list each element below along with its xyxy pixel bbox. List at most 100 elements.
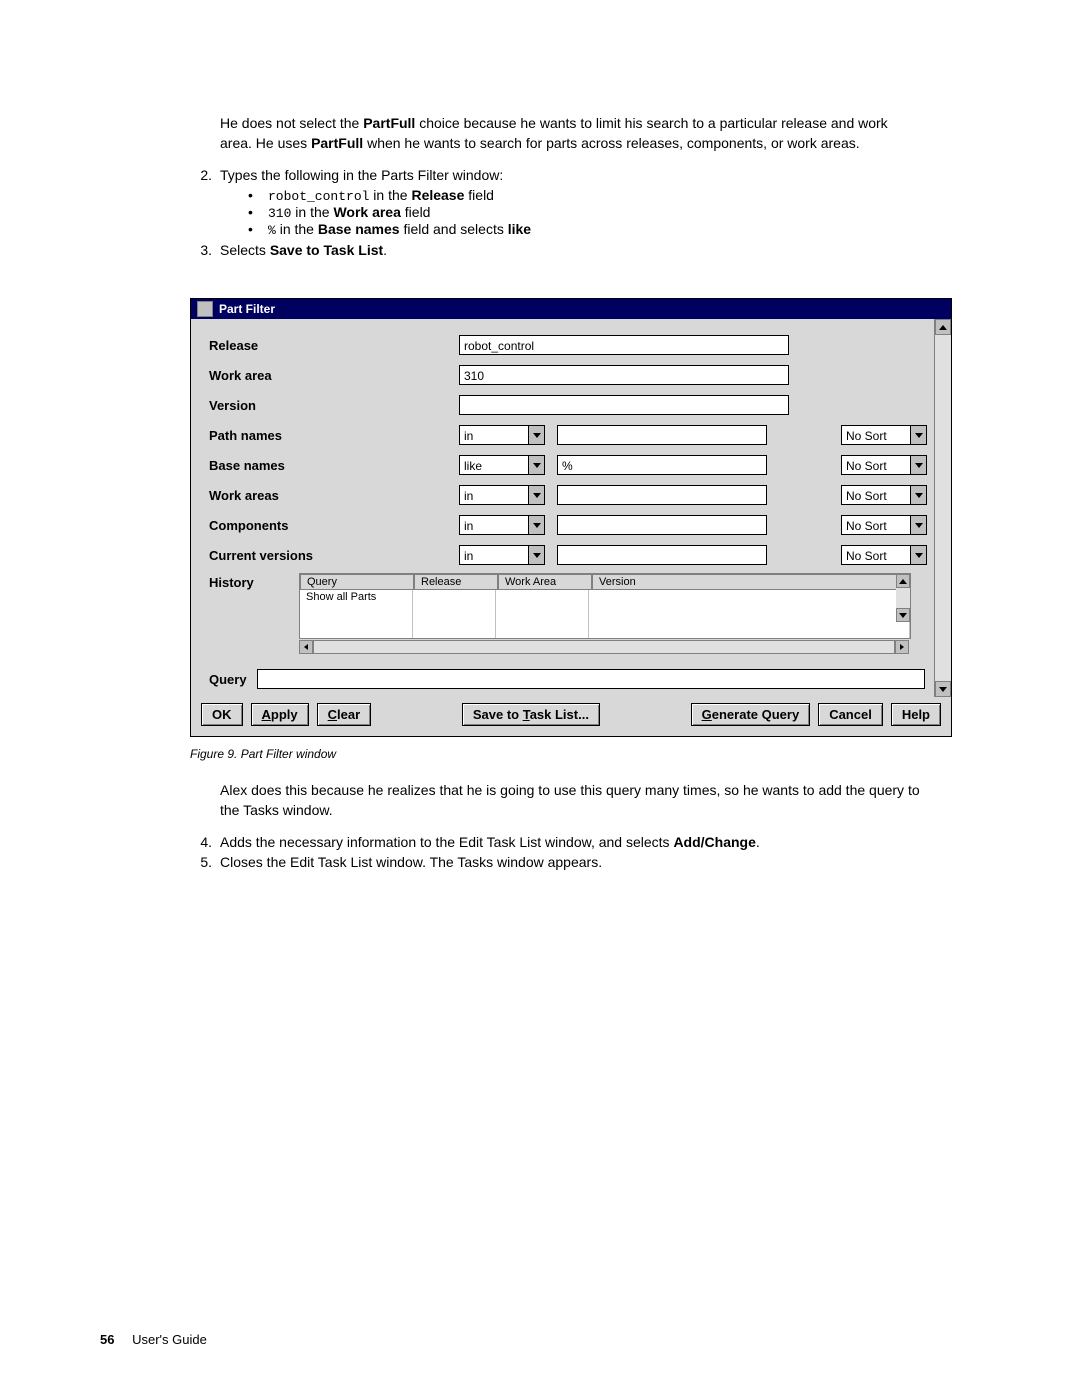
- chevron-down-icon[interactable]: [911, 545, 927, 565]
- query-label: Query: [209, 672, 247, 687]
- history-header-query[interactable]: Query: [300, 574, 414, 590]
- history-vscroll[interactable]: [896, 574, 910, 622]
- workareas-sort-combo[interactable]: No Sort: [841, 485, 927, 505]
- workareas-op-combo[interactable]: in: [459, 485, 545, 505]
- text: .: [383, 242, 387, 258]
- generate-query-button[interactable]: Generate Query: [691, 703, 811, 726]
- hscroll-track[interactable]: [313, 640, 895, 654]
- cancel-button[interactable]: Cancel: [818, 703, 883, 726]
- text: He does not select the: [220, 115, 363, 131]
- currentversions-sort: No Sort: [841, 545, 927, 565]
- page-footer: 56 User's Guide: [100, 1332, 207, 1347]
- bullet-workarea: • 310 in the Work area field: [248, 204, 960, 221]
- scroll-down-icon[interactable]: [896, 608, 910, 622]
- save-to-task-list-button[interactable]: Save to Task List...: [462, 703, 600, 726]
- dialog-button-row: OK Apply Clear Save to Task List... Gene…: [191, 697, 951, 736]
- components-value-input[interactable]: [557, 515, 767, 535]
- chevron-down-icon[interactable]: [529, 425, 545, 445]
- history-hscroll[interactable]: [299, 639, 909, 655]
- code-text: %: [268, 223, 276, 238]
- chevron-down-icon[interactable]: [911, 485, 927, 505]
- chevron-down-icon[interactable]: [911, 425, 927, 445]
- history-header-workarea[interactable]: Work Area: [498, 574, 592, 590]
- bullet-dot: •: [248, 221, 258, 238]
- text: field and selects: [400, 221, 508, 237]
- currentversions-label: Current versions: [209, 548, 459, 563]
- basenames-sort: No Sort: [841, 455, 927, 475]
- chevron-down-icon[interactable]: [529, 485, 545, 505]
- workarea-label: Work area: [209, 368, 459, 383]
- release-input[interactable]: robot_control: [459, 335, 789, 355]
- help-button[interactable]: Help: [891, 703, 941, 726]
- sort-value[interactable]: No Sort: [841, 425, 911, 445]
- bullet-dot: •: [248, 204, 258, 221]
- pathnames-value-input[interactable]: [557, 425, 767, 445]
- history-header-row: Query Release Work Area Version: [300, 574, 910, 590]
- workarea-input[interactable]: 310: [459, 365, 789, 385]
- currentversions-op-value[interactable]: in: [459, 545, 529, 565]
- step-number: 3.: [192, 242, 212, 258]
- clear-button[interactable]: Clear: [317, 703, 372, 726]
- chevron-down-icon[interactable]: [911, 515, 927, 535]
- history-header-version[interactable]: Version: [592, 574, 910, 590]
- basenames-sort-combo[interactable]: No Sort: [841, 455, 927, 475]
- currentversions-value-input[interactable]: [557, 545, 767, 565]
- text-bold: like: [508, 221, 531, 237]
- pathnames-op-value[interactable]: in: [459, 425, 529, 445]
- scroll-up-icon[interactable]: [896, 574, 910, 588]
- chevron-down-icon[interactable]: [529, 545, 545, 565]
- basenames-op-combo[interactable]: like: [459, 455, 545, 475]
- workareas-value-input[interactable]: [557, 485, 767, 505]
- system-menu-icon[interactable]: [197, 301, 213, 317]
- currentversions-row: Current versions in No Sort: [209, 543, 945, 567]
- chevron-down-icon[interactable]: [529, 515, 545, 535]
- text: .: [756, 834, 760, 850]
- scroll-up-icon[interactable]: [935, 319, 951, 335]
- history-cell-release: [413, 590, 496, 638]
- sort-value[interactable]: No Sort: [841, 485, 911, 505]
- query-input[interactable]: [257, 669, 925, 689]
- pathnames-op-combo[interactable]: in: [459, 425, 545, 445]
- bullet-text: 310 in the Work area field: [268, 204, 430, 221]
- release-row: Release robot_control: [209, 333, 945, 357]
- scroll-left-icon[interactable]: [299, 640, 313, 654]
- version-input[interactable]: [459, 395, 789, 415]
- titlebar: Part Filter: [191, 299, 951, 319]
- query-row: Query: [209, 669, 945, 689]
- vertical-scrollbar[interactable]: [934, 319, 951, 697]
- sort-value[interactable]: No Sort: [841, 455, 911, 475]
- basenames-value-input[interactable]: %: [557, 455, 767, 475]
- sort-value[interactable]: No Sort: [841, 515, 911, 535]
- history-cell-version: [589, 590, 910, 638]
- bullet-basenames: • % in the Base names field and selects …: [248, 221, 960, 238]
- currentversions-sort-combo[interactable]: No Sort: [841, 545, 927, 565]
- components-sort: No Sort: [841, 515, 927, 535]
- apply-button[interactable]: Apply: [251, 703, 309, 726]
- history-header-release[interactable]: Release: [414, 574, 498, 590]
- sort-value[interactable]: No Sort: [841, 545, 911, 565]
- basenames-label: Base names: [209, 458, 459, 473]
- pathnames-label: Path names: [209, 428, 459, 443]
- history-body-row[interactable]: Show all Parts: [300, 590, 910, 638]
- scroll-right-icon[interactable]: [895, 640, 909, 654]
- scroll-down-icon[interactable]: [935, 681, 951, 697]
- step-text: Closes the Edit Task List window. The Ta…: [220, 854, 602, 870]
- components-op-combo[interactable]: in: [459, 515, 545, 535]
- bullet-text: % in the Base names field and selects li…: [268, 221, 531, 238]
- text: field: [401, 204, 431, 220]
- chevron-down-icon[interactable]: [529, 455, 545, 475]
- pathnames-sort-combo[interactable]: No Sort: [841, 425, 927, 445]
- text-bold: PartFull: [311, 135, 363, 151]
- components-sort-combo[interactable]: No Sort: [841, 515, 927, 535]
- history-table[interactable]: Query Release Work Area Version Show all…: [299, 573, 911, 639]
- ok-button[interactable]: OK: [201, 703, 243, 726]
- workareas-op-value[interactable]: in: [459, 485, 529, 505]
- pathnames-sort: No Sort: [841, 425, 927, 445]
- currentversions-op-combo[interactable]: in: [459, 545, 545, 565]
- step-3: 3. Selects Save to Task List.: [192, 242, 960, 258]
- chevron-down-icon[interactable]: [911, 455, 927, 475]
- followup-paragraph: Alex does this because he realizes that …: [220, 781, 920, 820]
- basenames-op-value[interactable]: like: [459, 455, 529, 475]
- form-area: Release robot_control Work area 310 Vers…: [191, 319, 951, 697]
- components-op-value[interactable]: in: [459, 515, 529, 535]
